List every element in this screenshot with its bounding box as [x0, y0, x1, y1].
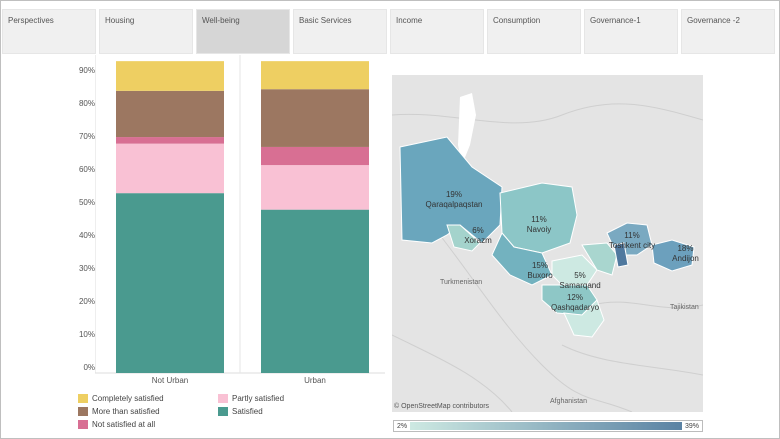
- legend-partly-satisfied[interactable]: Partly satisfied: [218, 394, 284, 403]
- tab-governance-2[interactable]: Governance -2: [681, 9, 775, 54]
- x-tick-urban: Urban: [304, 376, 326, 385]
- legend-more-than-satisfied[interactable]: More than satisfied: [78, 407, 160, 416]
- y-tick: 90%: [78, 66, 95, 75]
- y-tick: 40%: [78, 231, 95, 240]
- y-tick: 30%: [78, 264, 95, 273]
- map-label-qashqadaryo: 12% Qashqadaryo: [550, 293, 600, 312]
- scale-gradient: [410, 422, 682, 430]
- map-panel[interactable]: 19% Qaraqalpaqstan 6% Xorazm 11% Navoiy 15%…: [392, 75, 703, 412]
- legend-completely-satisfied[interactable]: Completely satisfied: [78, 394, 164, 403]
- region-toshkent-city[interactable]: [613, 242, 629, 268]
- tab-perspectives[interactable]: Perspectives: [2, 9, 96, 54]
- x-tick-not-urban: Not Urban: [151, 376, 189, 385]
- bar-segment-partly-satisfied-not-urban[interactable]: [116, 143, 224, 194]
- y-tick: 0%: [83, 363, 95, 372]
- y-tick: 60%: [78, 165, 95, 174]
- legend-swatch: [218, 394, 228, 403]
- y-axis: 0% 10% 20% 30% 40% 50% 60% 70% 80% 90%: [60, 60, 95, 380]
- region-surxondaryo: [563, 299, 605, 338]
- legend-swatch: [78, 420, 88, 429]
- legend-swatch: [78, 407, 88, 416]
- bar-segment-partly-satisfied-urban[interactable]: [261, 165, 369, 210]
- bar-segment-completely-satisfied-urban[interactable]: [261, 61, 369, 90]
- map-label-xorazm: 6% Xorazm: [464, 226, 492, 245]
- basemap-label-tajikistan: Tajikistan: [670, 304, 699, 311]
- legend-label: Not satisfied at all: [92, 420, 156, 429]
- region-buxoro[interactable]: [491, 232, 553, 286]
- map-label-samarqand: 5% Samarqand: [559, 271, 601, 290]
- bar-segment-not-satisfied-at-all-not-urban[interactable]: [116, 137, 224, 144]
- y-tick: 80%: [78, 99, 95, 108]
- y-tick: 70%: [78, 132, 95, 141]
- basemap-label-turkmenistan: Turkmenistan: [440, 279, 483, 286]
- map-canvas: [392, 93, 703, 412]
- tab-housing[interactable]: Housing: [99, 9, 193, 54]
- y-tick: 50%: [78, 198, 95, 207]
- color-scale: 2% 39%: [393, 420, 703, 432]
- legend-label: Satisfied: [232, 407, 263, 416]
- legend-swatch: [218, 407, 228, 416]
- map-attribution[interactable]: © OpenStreetMap contributors: [394, 403, 490, 410]
- bar-segment-satisfied-urban[interactable]: [261, 209, 369, 373]
- region-jizzax: [581, 242, 618, 276]
- map-label-buxoro: 15% Buxoro: [527, 261, 553, 280]
- bar-segment-not-satisfied-at-all-urban[interactable]: [261, 146, 369, 166]
- legend-label: More than satisfied: [92, 407, 160, 416]
- region-qaraqalpaqstan[interactable]: [399, 136, 503, 244]
- legend-label: Partly satisfied: [232, 394, 285, 403]
- map-label-toshkent-city: 11% Toshkent city: [608, 231, 656, 250]
- tab-governance-1[interactable]: Governance-1: [584, 9, 678, 54]
- tab-well-being[interactable]: Well-being: [196, 9, 290, 54]
- y-tick: 10%: [78, 330, 95, 339]
- tab-income[interactable]: Income: [390, 9, 484, 54]
- region-xorazm[interactable]: [446, 224, 481, 252]
- map-label-qaraqalpaqstan: 19% Qaraqalpaqstan: [425, 190, 483, 209]
- bar-segment-satisfied-not-urban[interactable]: [116, 193, 224, 373]
- bar-segment-more-than-satisfied-urban[interactable]: [261, 89, 369, 147]
- map-label-andijon: 18% Andijon: [672, 244, 699, 263]
- bar-segment-more-than-satisfied-not-urban[interactable]: [116, 90, 224, 138]
- scale-max-label: 39%: [684, 422, 699, 430]
- y-tick: 20%: [78, 297, 95, 306]
- region-andijon[interactable]: [651, 239, 695, 272]
- stacked-bar-chart: [95, 55, 385, 374]
- tab-consumption[interactable]: Consumption: [487, 9, 581, 54]
- legend-satisfied[interactable]: Satisfied: [218, 407, 263, 416]
- scale-min-label: 2%: [397, 422, 408, 430]
- tab-basic-services[interactable]: Basic Services: [293, 9, 387, 54]
- legend-label: Completely satisfied: [92, 394, 164, 403]
- legend-not-satisfied-at-all[interactable]: Not satisfied at all: [78, 420, 155, 429]
- basemap-label-afghanistan: Afghanistan: [550, 398, 587, 405]
- bar-segment-completely-satisfied-not-urban[interactable]: [116, 61, 224, 91]
- map-label-navoiy: 11% Navoiy: [526, 215, 552, 234]
- tab-bar: Perspectives Housing Well-being Basic Se…: [2, 9, 778, 55]
- aral-sea: [458, 93, 476, 165]
- legend-swatch: [78, 394, 88, 403]
